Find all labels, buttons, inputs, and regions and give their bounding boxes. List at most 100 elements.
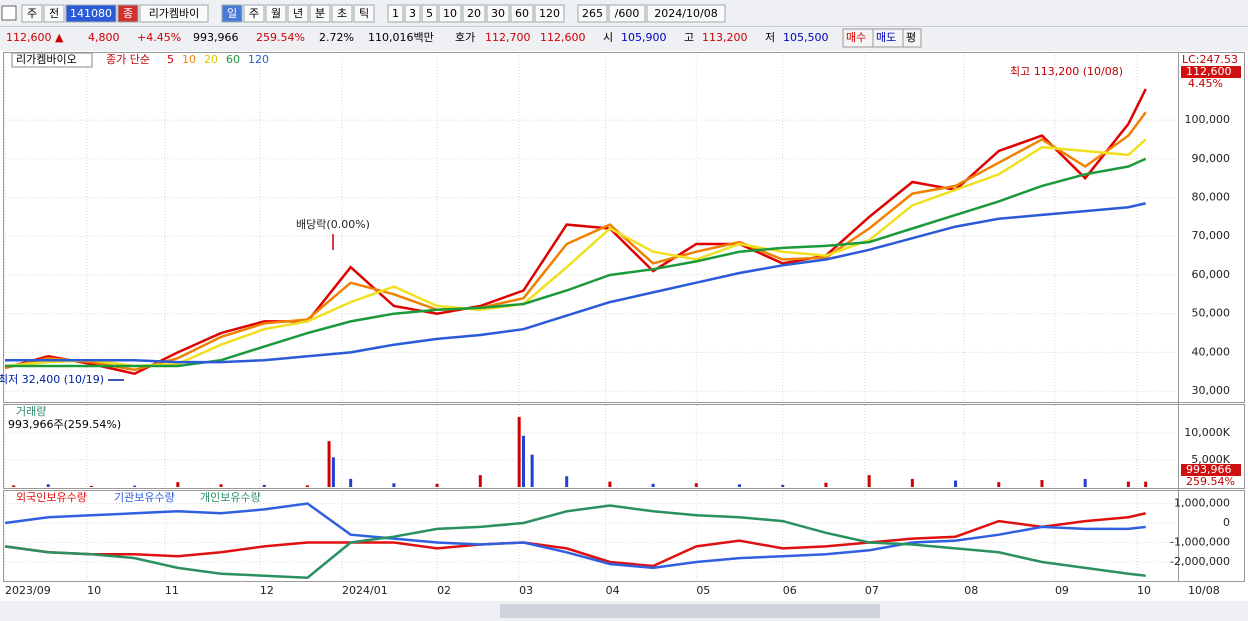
toolbar-label: 일 <box>227 6 237 20</box>
toolbar-label: 종 <box>123 7 133 20</box>
quote-text: 2.72% <box>319 31 354 44</box>
toolbar-button[interactable] <box>139 4 209 23</box>
volume-bar <box>694 483 698 487</box>
toolbar-button[interactable] <box>309 4 331 23</box>
x-tick-label: 03 <box>519 584 533 597</box>
volume-bar <box>133 485 137 487</box>
toolbar-button[interactable] <box>421 4 438 23</box>
x-end-label: 10/08 <box>1188 584 1220 597</box>
toolbar-button[interactable] <box>43 4 65 23</box>
series-line <box>5 202 1146 364</box>
volume-bar <box>1083 478 1087 487</box>
volume-bar <box>781 484 785 487</box>
toolbar-button[interactable] <box>486 4 510 23</box>
toolbar-label: 주 <box>249 7 259 20</box>
volume-bar <box>219 484 223 487</box>
toolbar-button[interactable] <box>462 4 486 23</box>
toolbar-label: 20 <box>467 7 481 20</box>
quote-text: 105,500 <box>783 31 829 44</box>
toolbar-label: 120 <box>539 7 560 20</box>
volume-bar <box>651 483 655 487</box>
toolbar-label: 주 <box>27 7 37 20</box>
series-line <box>4 512 1146 568</box>
legend-entry: 5 <box>167 53 174 66</box>
quote-text: 저 <box>765 31 775 44</box>
volume-bar <box>608 481 612 487</box>
volume-last: 993,966 <box>1186 463 1232 476</box>
toolbar-button[interactable] <box>287 4 309 23</box>
toolbar-button[interactable] <box>577 4 608 23</box>
window-icon[interactable] <box>1 5 17 21</box>
last-price: 112,600 <box>1186 65 1232 78</box>
toolbar-button[interactable] <box>646 4 726 23</box>
quote-text: 4,800 <box>88 31 120 44</box>
y-tick-label: 70,000 <box>1192 229 1231 242</box>
high-annotation: 최고 113,200 (10/08) <box>1010 65 1123 78</box>
order-button[interactable] <box>902 28 922 48</box>
x-tick-label: 06 <box>783 584 797 597</box>
toolbar-label: 60 <box>515 7 529 20</box>
toolbar-label: 리가켐바이 <box>149 7 200 20</box>
toolbar-label: 265 <box>582 7 603 20</box>
legend-entry: 기관보유수량 <box>114 491 175 504</box>
y-tick-label: -1,000,000 <box>1170 536 1230 549</box>
toolbar-button[interactable] <box>438 4 462 23</box>
scroll-thumb[interactable] <box>500 604 880 618</box>
y-tick-label: 80,000 <box>1192 191 1231 204</box>
y-tick-label: 0 <box>1223 516 1230 529</box>
quote-text: 112,600 ▲ <box>6 31 64 44</box>
volume-ratio: 259.54% <box>1186 475 1235 488</box>
series-line <box>4 502 1146 570</box>
legend-entry: 60 <box>226 53 240 66</box>
y-tick-label: 50,000 <box>1192 307 1231 320</box>
legend-entry: 개인보유수량 <box>200 491 261 504</box>
ma-type: 종가 단순 <box>106 53 150 66</box>
toolbar-button[interactable] <box>243 4 265 23</box>
toolbar-button[interactable] <box>331 4 353 23</box>
volume-bar <box>824 482 828 487</box>
volume-bar <box>305 485 309 487</box>
volume-panel <box>3 404 1245 489</box>
volume-bar <box>565 476 569 487</box>
toolbar-button[interactable] <box>21 4 43 23</box>
toolbar-label: 초 <box>337 7 347 20</box>
volume-bar <box>1144 481 1148 487</box>
x-tick-label: 2023/09 <box>5 584 51 597</box>
toolbar-button[interactable] <box>510 4 534 23</box>
volume-bar <box>478 475 482 487</box>
toolbar-button[interactable] <box>265 4 287 23</box>
series-line <box>4 504 1146 579</box>
y-tick-label: 40,000 <box>1192 345 1231 358</box>
toolbar-button[interactable] <box>387 4 404 23</box>
quote-text: 고 <box>684 31 694 44</box>
toolbar-button[interactable] <box>117 4 139 23</box>
toolbar-label: 월 <box>271 7 281 20</box>
volume-bar <box>521 435 525 487</box>
toolbar-label: 2024/10/08 <box>654 7 717 20</box>
volume-bar <box>349 478 353 487</box>
holdings-panel <box>3 490 1245 582</box>
quote-text: 113,200 <box>702 31 748 44</box>
toolbar-button[interactable] <box>221 4 243 23</box>
x-tick-label: 05 <box>696 584 710 597</box>
toolbar-label: 전 <box>49 7 59 20</box>
toolbar-button[interactable] <box>65 4 117 23</box>
toolbar-button[interactable] <box>353 4 375 23</box>
volume-bar <box>997 482 1001 487</box>
volume-bar <box>331 457 335 487</box>
volume-bar <box>530 454 534 487</box>
x-tick-label: 10 <box>87 584 101 597</box>
toolbar-button[interactable] <box>608 4 646 23</box>
toolbar-button[interactable] <box>534 4 565 23</box>
x-tick-label: 10 <box>1137 584 1151 597</box>
x-tick-label: 08 <box>964 584 978 597</box>
quote-text: 112,700 <box>485 31 531 44</box>
y-tick-label: 100,000 <box>1185 113 1231 126</box>
toolbar-button[interactable] <box>404 4 421 23</box>
y-tick-label: 1,000,000 <box>1174 497 1230 510</box>
y-tick-label: 30,000 <box>1192 384 1231 397</box>
toolbar-label: 5 <box>426 7 433 20</box>
volume-bar <box>1126 481 1130 487</box>
x-tick-label: 12 <box>260 584 274 597</box>
x-tick-label: 07 <box>865 584 879 597</box>
